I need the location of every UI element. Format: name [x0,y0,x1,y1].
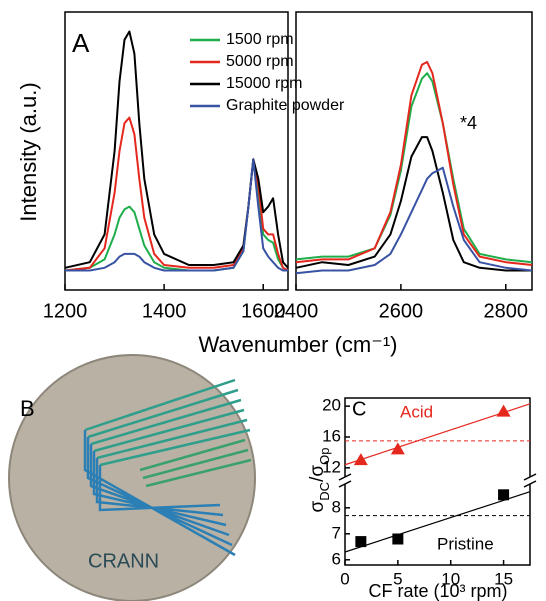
series-line [64,116,289,272]
x-tick-label: 5 [393,569,402,588]
point [355,536,367,548]
x-axis-label: Wavenumber (cm⁻¹) [198,332,397,357]
point [496,404,511,417]
x-tick-label: 15 [494,569,513,588]
axis-break-mark [338,480,352,488]
y-tick-label: 16 [322,426,341,445]
y-tick-label: 8 [332,497,341,516]
legend-label: 1500 rpm [226,31,294,48]
series-line [295,61,533,266]
panel-label: B [20,396,35,421]
annotation: *4 [460,113,477,133]
y-tick-label: 12 [322,457,341,476]
point [353,453,368,466]
legend-label: 15000 rpm [226,75,303,92]
legend-label: 5000 rpm [226,53,294,70]
axis-break-mark [523,480,537,488]
axis-break-gap [525,477,535,484]
plot-frame [295,11,533,291]
series-label: Acid [400,402,433,421]
x-axis-label: CF rate (10³ rpm) [368,581,507,601]
series-line [64,30,289,269]
y-axis-label: Intensity (a.u.) [16,82,41,221]
y-axis-label-subscript: DC [317,482,332,501]
point [392,533,404,545]
y-tick-label: 6 [332,549,341,568]
x-tick-label: 2600 [379,300,424,322]
x-tick-label: 0 [340,569,349,588]
y-tick-label: 7 [332,523,341,542]
y-axis-label: σDC/σOp [307,448,332,513]
photo-text: CRANN [88,550,159,572]
panel-label: C [352,398,366,420]
photo: B CRANN [8,354,256,601]
y-axis-label-part: σ [307,500,328,512]
x-tick-label: 1200 [43,300,88,322]
y-axis-label-part: /σ [307,465,328,482]
plot-frame [64,11,289,291]
x-tick-label: 1400 [142,300,187,322]
series-line [65,158,288,272]
printed-lines [83,378,252,557]
series-label: Pristine [437,534,494,553]
series-line [295,136,532,272]
series-line [295,166,533,275]
x-tick-label: 10 [441,569,460,588]
point [390,442,405,455]
y-axis-label-subscript: Op [317,448,332,465]
wafer [8,354,256,601]
axis-break-mark [523,473,537,481]
legend-label: Graphite powder [226,97,345,114]
axis-break-mark [338,473,352,481]
x-tick-label: 2800 [484,300,529,322]
x-tick-label: 1600 [241,300,286,322]
x-tick-label: 2400 [274,300,319,322]
series-line [295,72,533,264]
fit-line [344,491,531,553]
y-tick-label: 20 [322,396,341,415]
point [498,489,510,501]
panel-label: A [72,28,90,58]
axis-break-gap [340,477,350,484]
